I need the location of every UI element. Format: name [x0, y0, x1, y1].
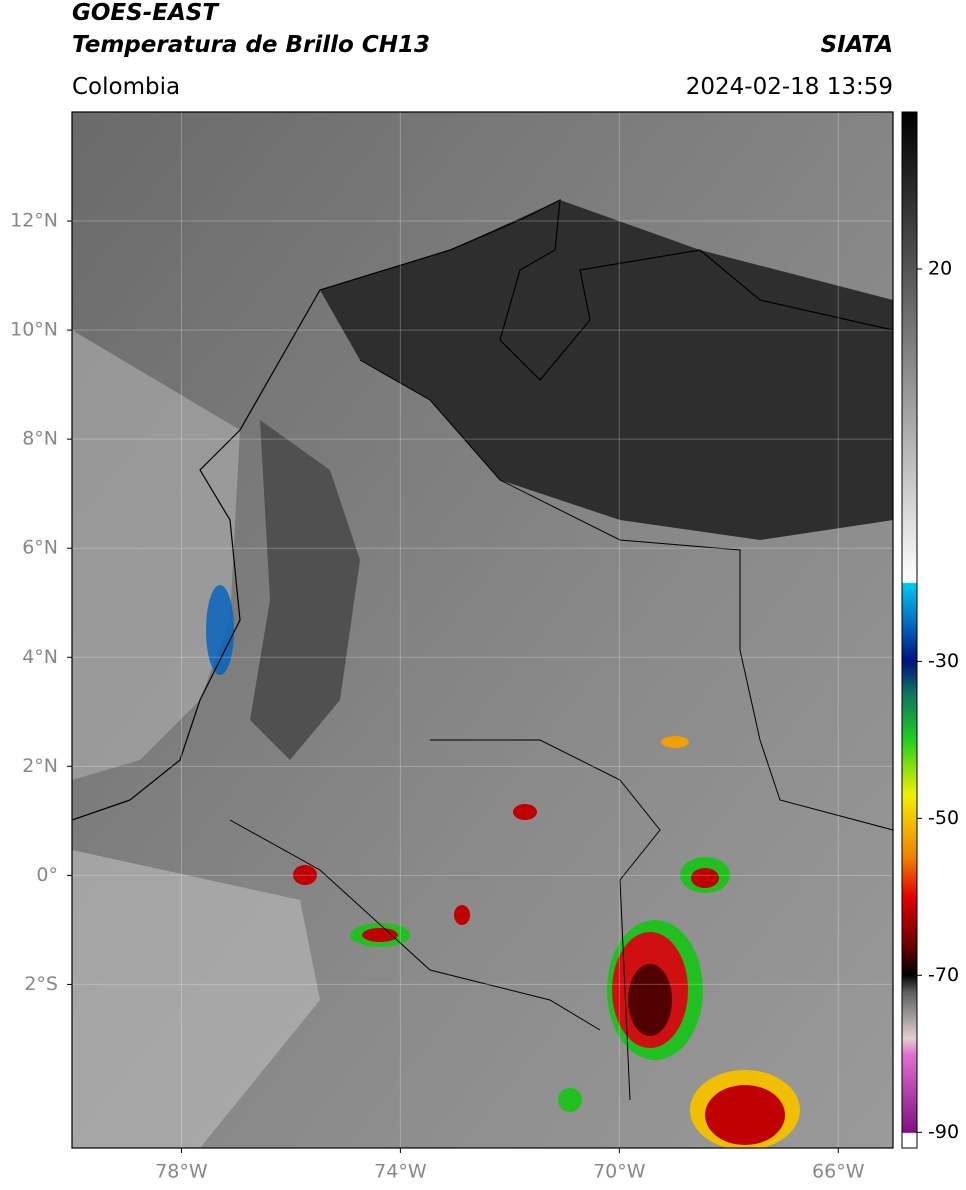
pacific-clouds [72, 330, 240, 780]
colorbar-tick-label: -30 [928, 650, 959, 672]
colorbar-tick-label: 20 [928, 257, 952, 279]
lat-tick-label: 4°N [22, 646, 58, 668]
coastline [72, 198, 893, 821]
lon-tick-label: 66°W [812, 1161, 865, 1183]
lat-tick-label: 8°N [22, 428, 58, 450]
lat-tick-label: 0° [36, 864, 58, 886]
title-line1: GOES-EAST [72, 0, 220, 26]
colorbar-tick-label: -70 [928, 964, 959, 986]
lat-tick-label: 6°N [22, 537, 58, 559]
colorbar-tick-label: -50 [928, 807, 959, 829]
map-frame [71, 111, 894, 1149]
andes [250, 420, 360, 760]
convective-cells [206, 585, 800, 1148]
lat-tick-label: 12°N [10, 210, 58, 232]
region: Colombia [72, 74, 180, 100]
south-clouds [72, 850, 320, 1148]
graticule [72, 112, 893, 1148]
lat-tick-label: 10°N [10, 319, 58, 341]
lon-tick-label: 74°W [374, 1161, 427, 1183]
satellite-image [72, 112, 893, 1148]
lat-tick-label: 2°S [24, 973, 58, 995]
lon-tick-label: 70°W [593, 1161, 646, 1183]
borders [229, 359, 893, 1101]
title-line2: Temperatura de Brillo CH13 [72, 32, 430, 58]
lat-tick-label: 2°N [22, 755, 58, 777]
source: SIATA [821, 32, 893, 58]
colorbar [901, 111, 918, 1149]
datetime: 2024-02-18 13:59 [686, 74, 893, 100]
dark-land [320, 200, 893, 540]
lon-tick-label: 78°W [155, 1161, 208, 1183]
colorbar-tick-label: -90 [928, 1121, 959, 1143]
